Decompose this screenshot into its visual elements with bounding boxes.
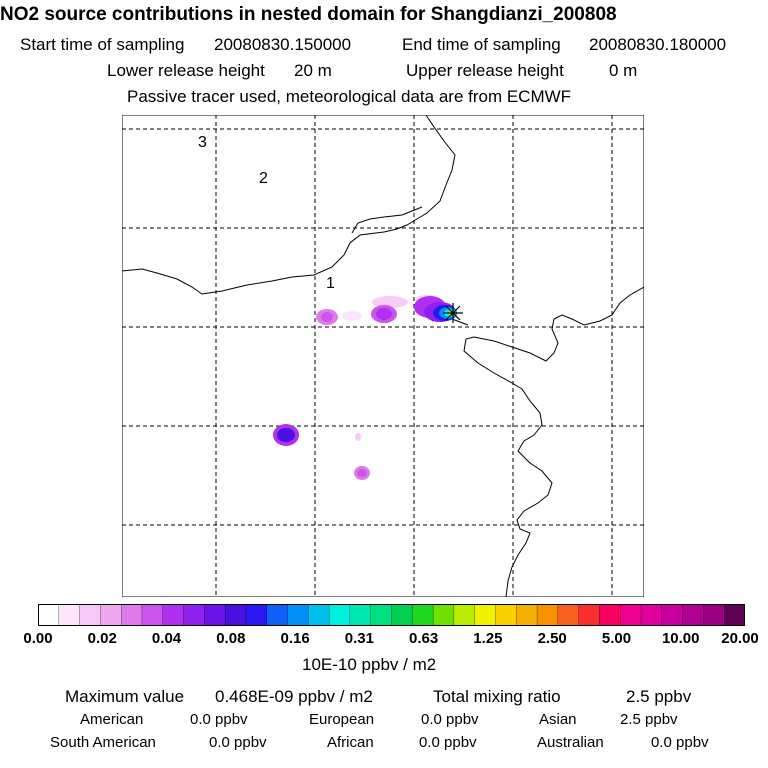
colorbar-cell [162,604,185,626]
colorbar-tick-label: 1.25 [473,630,503,647]
colorbar-cell [266,604,289,626]
domain-label-2: 2 [259,170,268,187]
region-asian-label: Asian [539,711,577,728]
colorbar-cell [370,604,393,626]
colorbar-tick-label: 0.00 [23,630,53,647]
colorbar-cell [432,604,455,626]
colorbar-tick-label: 0.16 [280,630,310,647]
colorbar-cell [516,604,538,626]
colorbar-tick-label: 0.08 [216,630,246,647]
total-mixing-label: Total mixing ratio [433,687,561,706]
colorbar-cell [682,604,705,626]
colorbar-cell [640,604,663,626]
map-panel: 1 2 3 [122,115,644,597]
region-south-american-value: 0.0 ppbv [209,734,267,751]
colorbar-cell [703,604,725,626]
domain-label-3: 3 [198,134,207,151]
start-time-value: 20080830.150000 [214,35,352,54]
max-value-label: Maximum value [65,687,185,706]
lower-height-value: 20 m [294,61,332,80]
colorbar-cell [349,604,372,626]
map-gridlines [122,115,644,597]
region-american-label: American [80,711,144,728]
total-mixing-value: 2.5 ppbv [626,687,692,706]
upper-height-label: Upper release height [406,61,564,80]
domain-label-1: 1 [326,275,335,292]
region-australian-label: Australian [537,734,604,751]
colorbar-cell [453,604,476,626]
start-time-label: Start time of sampling [20,35,185,54]
colorbar-tick-label: 5.00 [601,630,632,647]
colorbar-cell [121,604,143,626]
colorbar-tick-label: 0.04 [151,630,182,647]
colorbar-tick-label: 10.00 [661,630,700,647]
end-time-label: End time of sampling [402,35,561,54]
end-time-value: 20080830.180000 [589,35,727,54]
tracer-note: Passive tracer used, meteorological data… [127,87,572,106]
colorbar-cell [308,604,330,626]
colorbar-cell [536,604,559,626]
colorbar-cell [141,604,164,626]
region-asian-value: 2.5 ppbv [620,711,678,728]
colorbar-tick-label: 20.00 [721,630,759,647]
concentration-plume [273,295,457,480]
colorbar-tick-label: 0.63 [409,630,439,647]
max-value: 0.468E-09 ppbv / m2 [215,687,373,706]
region-african-value: 0.0 ppbv [419,734,477,751]
colorbar-tick-label: 0.02 [87,630,117,647]
colorbar-cell [620,604,642,626]
colorbar-cell [287,604,309,626]
colorbar-cell [79,604,102,626]
colorbar-cell [391,604,413,626]
colorbar-cell [661,604,684,626]
colorbar-cell [557,604,580,626]
region-european-label: European [309,711,375,728]
colorbar-cell [474,604,497,626]
region-american-value: 0.0 ppbv [190,711,248,728]
region-south-american-label: South American [50,734,156,751]
colorbar-cell [578,604,601,626]
colorbar [38,604,745,626]
map-frame [122,115,644,597]
region-european-value: 0.0 ppbv [421,711,479,728]
colorbar-cell [599,604,621,626]
colorbar-cell [38,604,60,626]
lower-height-label: Lower release height [107,61,265,80]
colorbar-cell [245,604,268,626]
colorbar-unit: 10E-10 ppbv / m2 [302,655,437,674]
region-australian-value: 0.0 ppbv [651,734,709,751]
colorbar-cell [412,604,434,626]
colorbar-cell [58,604,81,626]
colorbar-cell [724,604,745,626]
receptor-star-marker [443,303,463,323]
colorbar-cell [224,604,247,626]
colorbar-cell [328,604,351,626]
colorbar-cell [204,604,226,626]
map-title: NO2 source contributions in nested domai… [0,4,617,25]
upper-height-value: 0 m [609,61,638,80]
colorbar-cell [100,604,122,626]
colorbar-tick-label: 0.31 [344,630,374,647]
colorbar-cell [495,604,517,626]
region-african-label: African [327,734,374,751]
colorbar-tick-label: 2.50 [537,630,567,647]
colorbar-cell [183,604,205,626]
